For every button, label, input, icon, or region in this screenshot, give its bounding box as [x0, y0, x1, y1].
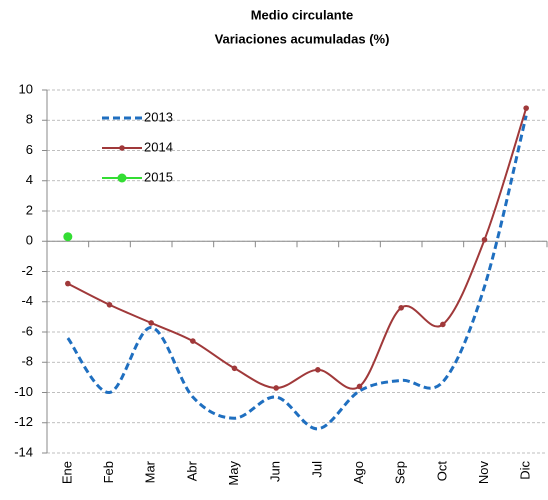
y-tick-label: 2	[26, 202, 33, 217]
y-tick-label: -4	[21, 293, 33, 308]
legend-label: 2014	[144, 139, 173, 154]
y-tick-label: 10	[19, 81, 33, 96]
x-tick-label: Sep	[393, 461, 408, 484]
y-tick-label: -10	[14, 384, 33, 399]
legend-label: 2013	[144, 109, 173, 124]
y-tick-label: 8	[26, 112, 33, 127]
chart-title: Medio circulante	[251, 7, 354, 22]
data-point	[273, 385, 279, 391]
y-tick-label: 0	[26, 233, 33, 248]
series-line	[66, 115, 528, 431]
x-tick-label: Ene	[59, 461, 74, 484]
x-tick-label: Dic	[518, 461, 533, 480]
legend-label: 2015	[144, 169, 173, 184]
data-point	[481, 236, 488, 243]
x-tick-label: Ago	[351, 461, 366, 484]
data-point	[398, 305, 404, 311]
x-tick-label: Mar	[143, 460, 158, 483]
data-point	[65, 280, 71, 287]
data-point	[63, 232, 73, 242]
data-point	[356, 383, 363, 390]
y-tick-label: -8	[21, 354, 33, 369]
x-tick-label: Nov	[476, 461, 491, 485]
x-tick-label: Jul	[309, 461, 324, 478]
y-tick-label: -14	[14, 444, 33, 459]
x-tick-label: Jun	[268, 461, 283, 482]
y-tick-label: -6	[21, 323, 33, 338]
x-tick-label: Feb	[101, 461, 116, 483]
y-tick-label: -2	[21, 263, 33, 278]
y-tick-label: 4	[26, 172, 33, 187]
chart-subtitle: Variaciones acumuladas (%)	[215, 31, 390, 46]
x-tick-label: Oct	[434, 461, 449, 482]
data-point	[106, 301, 113, 308]
legend-marker	[117, 173, 127, 183]
data-point	[190, 338, 196, 344]
data-point	[231, 365, 238, 372]
data-point	[315, 367, 321, 373]
y-tick-label: 6	[26, 142, 33, 157]
data-point	[440, 321, 446, 328]
legend-marker	[119, 145, 125, 151]
x-tick-label: May	[226, 461, 241, 486]
x-tick-label: Abr	[184, 460, 199, 481]
data-point	[523, 105, 529, 111]
data-point	[148, 320, 154, 326]
y-tick-label: -12	[14, 414, 33, 429]
